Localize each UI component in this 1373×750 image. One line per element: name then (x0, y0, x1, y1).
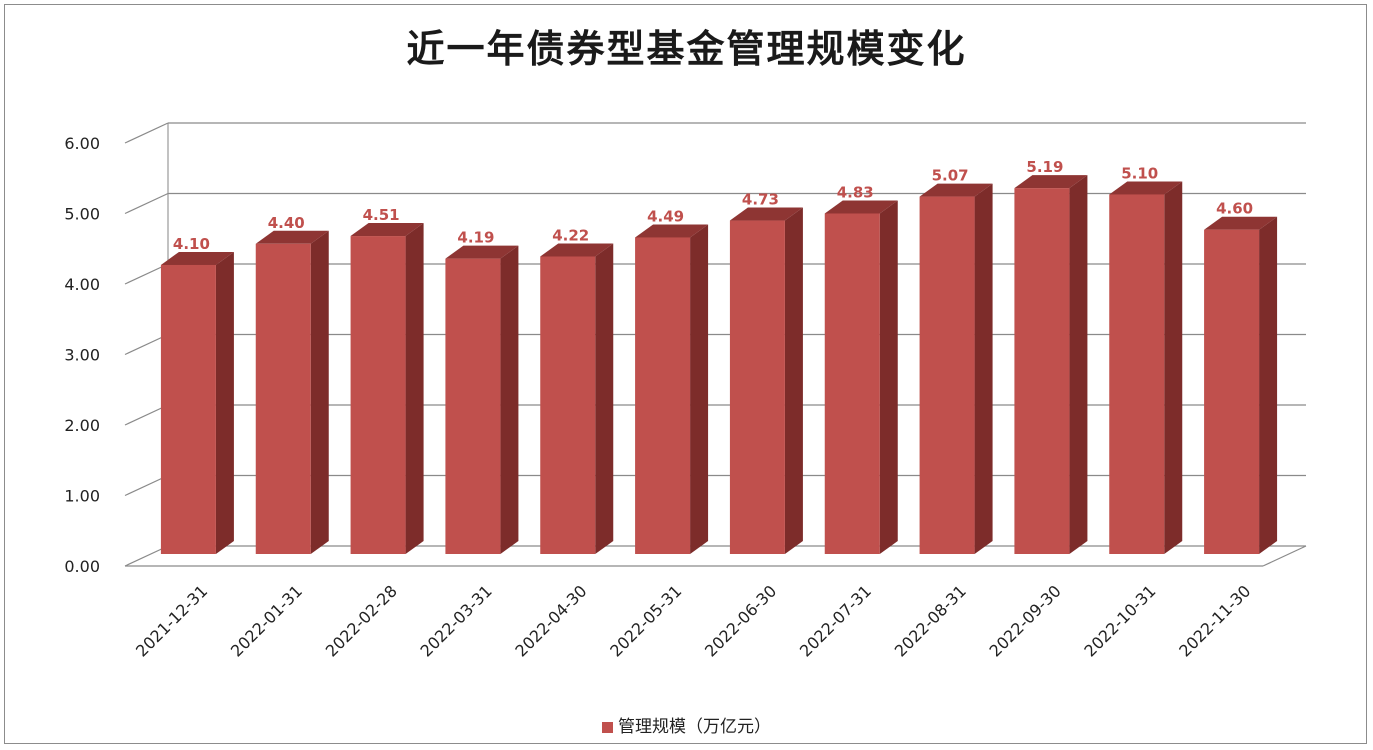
bar-side (974, 183, 993, 554)
bar-side (310, 230, 329, 555)
bar (729, 220, 785, 554)
data-label: 4.60 (1216, 200, 1253, 218)
gridline-side (124, 263, 169, 285)
legend: 管理规模（万亿元） (0, 712, 1373, 737)
chart-title: 近一年债券型基金管理规模变化 (406, 26, 967, 71)
data-label: 5.07 (932, 167, 969, 185)
bar-top (1014, 175, 1088, 189)
x-tick-label: 2022-06-30 (701, 581, 780, 660)
bar-top (255, 230, 329, 244)
bar-side (690, 224, 709, 554)
x-tick-label: 2021-12-31 (132, 581, 211, 660)
floor-right-edge (1262, 545, 1307, 567)
bar-side (879, 200, 898, 555)
bar-top (350, 223, 424, 237)
bar-side (1069, 175, 1088, 555)
bar-top (540, 243, 614, 257)
bar (1014, 188, 1070, 555)
gridline-side (124, 122, 169, 144)
bar (919, 196, 975, 554)
bar (160, 264, 216, 554)
bars (160, 175, 1278, 555)
bar-side (405, 223, 424, 555)
gridline-side (124, 474, 169, 497)
y-tick-label: 4.00 (64, 275, 100, 294)
data-label: 4.40 (268, 214, 305, 232)
x-tick-label: 2022-10-31 (1080, 581, 1159, 660)
bar-side (1164, 181, 1183, 554)
bar-side (595, 243, 614, 555)
bar (540, 256, 596, 554)
y-tick-label: 1.00 (64, 487, 100, 506)
y-tick-label: 0.00 (64, 557, 100, 576)
y-axis-ticks: 0.00 1.00 2.00 3.00 4.00 5.00 6.00 (64, 134, 100, 576)
legend-swatch (602, 722, 613, 733)
bar (350, 236, 406, 555)
bar (635, 237, 691, 554)
bar (1204, 229, 1260, 554)
bar-top (160, 251, 234, 265)
bar-top (1109, 181, 1183, 195)
bar-side (215, 251, 234, 554)
x-tick-label: 2022-04-30 (511, 581, 590, 660)
data-label: 4.83 (837, 183, 874, 201)
bar-side (1259, 216, 1278, 554)
bar-top (919, 183, 993, 197)
gridline-side (124, 545, 169, 567)
data-label: 4.22 (552, 226, 589, 244)
data-label: 5.19 (1026, 158, 1063, 176)
x-axis-ticks: 2021-12-31 2022-01-31 2022-02-28 2022-03-31… (132, 581, 1254, 660)
data-label: 4.73 (742, 191, 779, 209)
y-tick-label: 5.00 (64, 205, 100, 224)
bar (255, 243, 311, 555)
y-tick-label: 6.00 (64, 134, 100, 153)
data-label: 4.51 (363, 206, 400, 224)
gridline-side (124, 404, 169, 426)
bar-side (784, 207, 803, 554)
bar-top (824, 200, 898, 214)
x-tick-label: 2022-05-31 (606, 581, 685, 660)
gridline-side (124, 333, 169, 356)
x-tick-label: 2022-09-30 (986, 581, 1065, 660)
x-tick-label: 2022-03-31 (417, 581, 496, 660)
data-label: 4.49 (647, 207, 684, 225)
x-tick-label: 2022-02-28 (322, 581, 401, 660)
bar-top (1204, 216, 1278, 230)
x-tick-label: 2022-07-31 (796, 581, 875, 660)
y-tick-label: 2.00 (64, 416, 100, 435)
legend-label: 管理规模（万亿元） (618, 717, 771, 737)
bar (1109, 194, 1165, 554)
data-labels: 4.10 4.40 4.51 4.19 4.22 4.49 4.73 4.83 5.07 5.19… (173, 158, 1253, 253)
data-label: 4.19 (457, 229, 494, 247)
bar (824, 213, 880, 555)
bar-top (635, 224, 709, 238)
x-tick-label: 2022-08-31 (891, 581, 970, 660)
bar (445, 258, 501, 554)
data-label: 4.10 (173, 235, 210, 253)
data-label: 5.10 (1121, 164, 1158, 182)
bar-top (729, 207, 803, 221)
x-tick-label: 2022-11-30 (1175, 581, 1254, 660)
y-tick-label: 3.00 (64, 346, 100, 365)
gridline-side (124, 192, 169, 215)
bar-side (500, 245, 519, 555)
x-tick-label: 2022-01-31 (227, 581, 306, 660)
bar-top (445, 245, 519, 259)
